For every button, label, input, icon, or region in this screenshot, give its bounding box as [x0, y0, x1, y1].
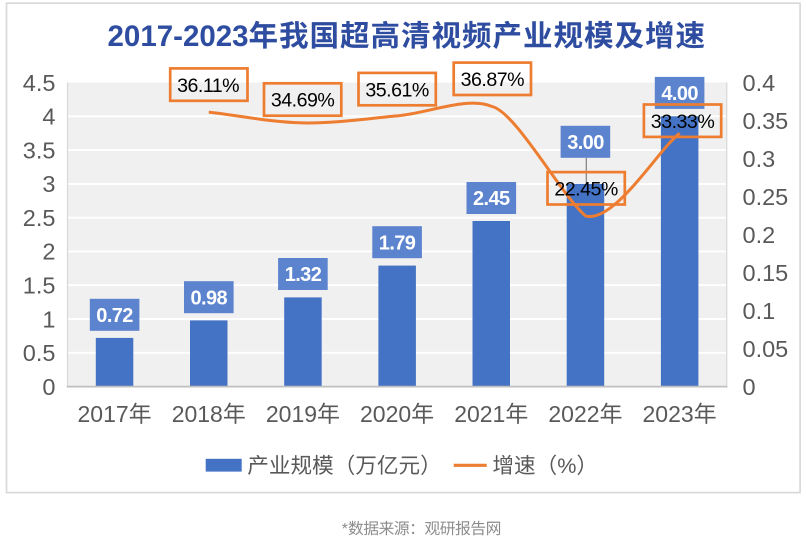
svg-text:2.5: 2.5 [23, 205, 56, 231]
svg-text:2017-2023: 2017-2023 [108, 20, 249, 53]
svg-text:0.98: 0.98 [191, 287, 228, 309]
svg-text:4.5: 4.5 [23, 70, 56, 96]
svg-text:0.1: 0.1 [743, 298, 776, 324]
svg-text:2023: 2023 [643, 401, 694, 427]
svg-text:0.72: 0.72 [96, 305, 133, 327]
svg-text:0.3: 0.3 [743, 146, 776, 172]
svg-text:0: 0 [42, 374, 55, 400]
svg-text:2.45: 2.45 [473, 188, 510, 210]
svg-text:*: * [342, 521, 348, 538]
svg-text:2022: 2022 [548, 401, 599, 427]
svg-text:3.00: 3.00 [567, 132, 604, 154]
svg-text:1.32: 1.32 [285, 264, 322, 286]
svg-text:2: 2 [42, 239, 55, 265]
svg-text:35.61%: 35.61% [365, 79, 429, 101]
svg-text:1: 1 [42, 306, 55, 332]
svg-text:36.87%: 36.87% [461, 69, 525, 91]
svg-text:2017: 2017 [78, 401, 129, 427]
svg-text:0.2: 0.2 [743, 222, 776, 248]
svg-text:%: % [557, 453, 576, 478]
svg-text:0: 0 [743, 374, 756, 400]
svg-text:0.5: 0.5 [23, 340, 56, 366]
svg-text:0.15: 0.15 [743, 260, 789, 286]
svg-text:1.79: 1.79 [379, 232, 416, 254]
svg-text:1.5: 1.5 [23, 273, 56, 299]
svg-text:22.45%: 22.45% [554, 179, 618, 201]
svg-text:2019: 2019 [266, 401, 317, 427]
svg-text:0.35: 0.35 [743, 108, 789, 134]
svg-text:3: 3 [42, 171, 55, 197]
svg-text:33.33%: 33.33% [651, 111, 715, 133]
svg-text:0.05: 0.05 [743, 336, 789, 362]
svg-text:36.11%: 36.11% [177, 75, 239, 97]
svg-text:4: 4 [42, 104, 55, 130]
svg-text:4.00: 4.00 [661, 83, 698, 105]
svg-text:2021: 2021 [454, 401, 505, 427]
svg-text:3.5: 3.5 [23, 137, 56, 163]
svg-text:34.69%: 34.69% [271, 90, 335, 112]
svg-text:0.4: 0.4 [743, 70, 776, 96]
svg-text:2020: 2020 [360, 401, 411, 427]
svg-text:0.25: 0.25 [743, 184, 789, 210]
svg-text:2018: 2018 [172, 401, 223, 427]
